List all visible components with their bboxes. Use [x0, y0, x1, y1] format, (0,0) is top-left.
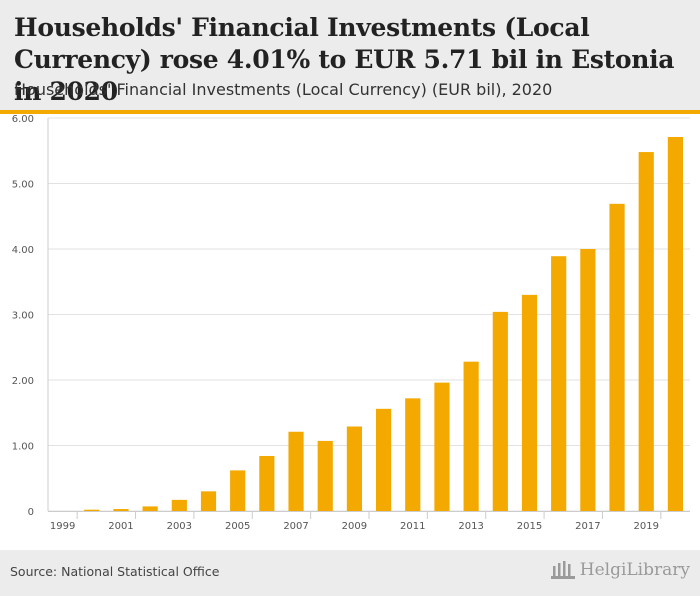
bar-2017 — [580, 249, 596, 511]
bar-2007 — [288, 431, 304, 511]
bar-2013 — [463, 361, 479, 511]
x-tick-label: 2009 — [342, 521, 367, 532]
y-tick-label: 6.00 — [12, 114, 34, 125]
accent-bar — [0, 110, 700, 114]
x-tick-label: 2001 — [108, 521, 133, 532]
y-tick-label: 0 — [28, 507, 34, 518]
bar-2003 — [171, 499, 187, 511]
bar-2002 — [142, 506, 158, 511]
x-tick-label: 1999 — [50, 521, 75, 532]
bar-2010 — [376, 408, 392, 511]
x-tick-label: 2003 — [167, 521, 192, 532]
y-tick-label: 1.00 — [12, 442, 34, 453]
bar-2000 — [84, 509, 100, 511]
y-tick-label: 3.00 — [12, 311, 34, 322]
header: Households' Financial Investments (Local… — [0, 0, 700, 110]
chart-title: Households' Financial Investments (Local… — [14, 13, 675, 106]
bar-2005 — [230, 470, 246, 511]
bar-2018 — [609, 203, 625, 511]
bar-2006 — [259, 455, 275, 511]
library-building-icon — [550, 561, 575, 579]
bar-2016 — [551, 256, 567, 511]
y-tick-label: 4.00 — [12, 245, 34, 256]
y-tick-label: 2.00 — [12, 376, 34, 387]
x-tick-label: 2019 — [634, 521, 659, 532]
source-text: Source: National Statistical Office — [10, 564, 220, 579]
chart-subtitle: Households' Financial Investments (Local… — [14, 80, 553, 99]
bar-2004 — [200, 491, 217, 511]
x-tick-label: 2017 — [575, 521, 600, 532]
y-tick-label: 5.00 — [12, 180, 34, 191]
bar-2015 — [521, 294, 538, 511]
x-tick-label: 2011 — [400, 521, 425, 532]
bar-2014 — [492, 311, 508, 511]
x-tick-label: 2015 — [517, 521, 542, 532]
bar-2008 — [317, 440, 333, 511]
bar-2001 — [113, 509, 129, 511]
x-tick-label: 2007 — [283, 521, 308, 532]
logo-text: HelgiLibrary — [579, 560, 690, 580]
bar-2009 — [346, 426, 362, 511]
x-tick-label: 2005 — [225, 521, 250, 532]
footer: Source: National Statistical Office Helg… — [0, 550, 700, 596]
bar-chart: 0 1.00 2.00 3.00 4.00 5.00 6.00 1999 2001 2003 200… — [12, 114, 690, 532]
bar-2019 — [638, 152, 654, 511]
helgi-library-logo: HelgiLibrary — [550, 560, 690, 580]
bar-2012 — [434, 382, 450, 511]
bar-2011 — [405, 398, 421, 511]
bar-2020 — [667, 136, 683, 511]
x-tick-label: 2013 — [458, 521, 483, 532]
